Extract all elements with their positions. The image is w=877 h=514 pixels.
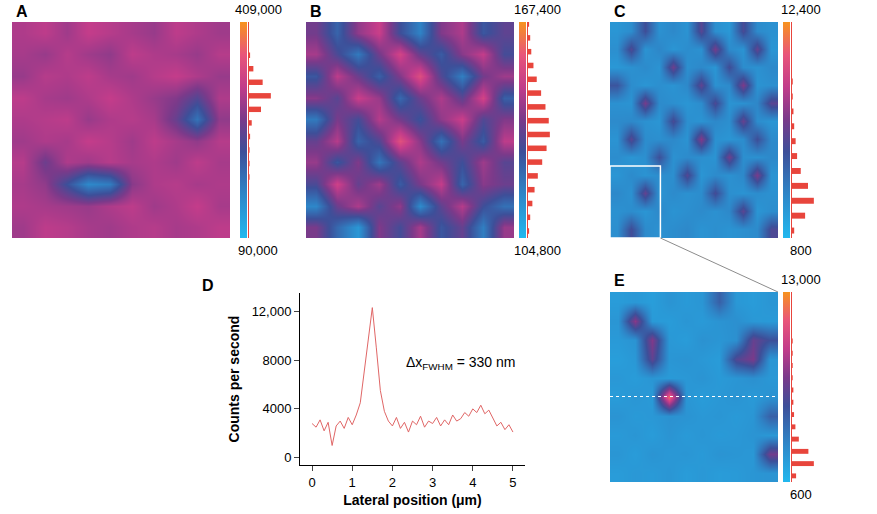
svg-text:600: 600 [790, 487, 812, 502]
svg-text:0: 0 [308, 475, 315, 490]
svg-text:Counts per second: Counts per second [226, 316, 242, 443]
svg-text:C: C [614, 3, 626, 20]
svg-text:104,800: 104,800 [514, 243, 561, 258]
svg-text:4000: 4000 [262, 401, 291, 416]
svg-text:1: 1 [349, 475, 356, 490]
svg-text:167,400: 167,400 [514, 2, 561, 17]
svg-text:8000: 8000 [262, 353, 291, 368]
svg-text:0: 0 [284, 450, 291, 465]
svg-text:D: D [202, 277, 214, 294]
svg-text:A: A [16, 3, 28, 20]
svg-text:800: 800 [790, 243, 812, 258]
svg-text:409,000: 409,000 [235, 2, 282, 17]
svg-text:Lateral position (μm): Lateral position (μm) [343, 492, 481, 508]
svg-text:Δx​FWHM​ = 330 nm: Δx​FWHM​ = 330 nm [406, 354, 515, 372]
svg-text:90,000: 90,000 [238, 243, 278, 258]
svg-text:3: 3 [429, 475, 436, 490]
svg-text:12,400: 12,400 [781, 2, 821, 17]
svg-text:B: B [310, 3, 322, 20]
svg-text:2: 2 [389, 475, 396, 490]
svg-text:13,000: 13,000 [781, 272, 821, 287]
svg-text:E: E [614, 272, 625, 289]
svg-text:12,000: 12,000 [252, 304, 292, 319]
svg-text:5: 5 [509, 475, 516, 490]
svg-text:4: 4 [469, 475, 476, 490]
